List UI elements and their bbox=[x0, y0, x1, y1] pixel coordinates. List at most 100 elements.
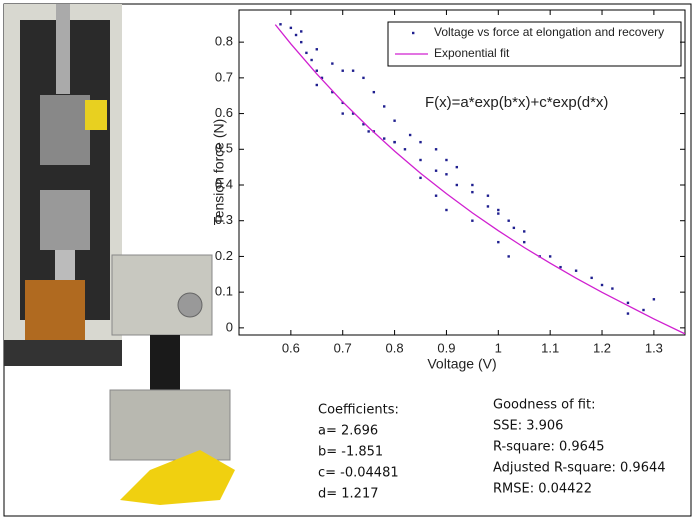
point bbox=[611, 287, 614, 290]
point bbox=[497, 212, 500, 215]
point bbox=[471, 183, 474, 187]
point bbox=[408, 133, 412, 137]
y-tick-label: 0.1 bbox=[215, 284, 233, 299]
point bbox=[315, 48, 318, 51]
point bbox=[393, 140, 396, 144]
point bbox=[289, 26, 293, 30]
x-axis-label: Voltage (V) bbox=[427, 356, 496, 372]
point bbox=[523, 230, 526, 233]
y-tick-label: 0.2 bbox=[215, 248, 233, 263]
fit-statistic: Adjusted R-square: 0.9644 bbox=[493, 461, 666, 476]
legend-swatch bbox=[412, 31, 415, 35]
point bbox=[445, 208, 448, 212]
x-tick-label: 1.2 bbox=[593, 340, 611, 355]
legend-label: Voltage vs force at elongation and recov… bbox=[434, 25, 664, 39]
x-tick-label: 1 bbox=[495, 340, 502, 355]
point bbox=[315, 69, 318, 72]
y-tick-label: 0.5 bbox=[215, 141, 233, 156]
y-axis-label: Tension force (N) bbox=[211, 119, 227, 226]
coefficient: d= 1.217 bbox=[318, 487, 379, 502]
point bbox=[486, 205, 490, 208]
legend-label: Exponential fit bbox=[434, 46, 510, 60]
point bbox=[600, 283, 604, 287]
point bbox=[434, 169, 438, 172]
point bbox=[341, 69, 344, 72]
y-tick-label: 0.6 bbox=[215, 105, 233, 120]
point bbox=[548, 255, 552, 258]
legend: Voltage vs force at elongation and recov… bbox=[387, 21, 682, 67]
point bbox=[341, 112, 344, 115]
point bbox=[331, 90, 334, 94]
y-tick-label: 0.7 bbox=[215, 69, 233, 84]
fit-statistic: SSE: 3.906 bbox=[493, 419, 563, 434]
point bbox=[315, 83, 318, 87]
y-tick-label: 0 bbox=[226, 319, 233, 334]
point bbox=[351, 69, 355, 72]
point bbox=[512, 226, 516, 230]
coefficient: b= -1.851 bbox=[318, 445, 383, 460]
x-tick-label: 0.7 bbox=[334, 340, 352, 355]
point bbox=[305, 51, 308, 55]
y-tick-label: 0.3 bbox=[215, 212, 233, 227]
point bbox=[300, 30, 303, 33]
point bbox=[455, 165, 459, 169]
point bbox=[372, 90, 376, 94]
point bbox=[574, 269, 578, 272]
point bbox=[279, 23, 282, 26]
point bbox=[393, 119, 396, 122]
point bbox=[362, 76, 365, 80]
point bbox=[455, 183, 459, 187]
point bbox=[486, 194, 490, 197]
point bbox=[652, 298, 656, 301]
point bbox=[626, 312, 630, 315]
point bbox=[331, 62, 334, 65]
point bbox=[445, 173, 448, 176]
point bbox=[590, 276, 593, 280]
x-tick-label: 0.9 bbox=[437, 340, 455, 355]
fit-statistic: RMSE: 0.04422 bbox=[493, 482, 592, 497]
photo-clamp bbox=[109, 254, 235, 505]
x-tick-label: 1.3 bbox=[645, 340, 663, 355]
goodness-title: Goodness of fit: bbox=[493, 398, 595, 413]
point bbox=[642, 308, 645, 312]
fit-statistic: R-square: 0.9645 bbox=[493, 440, 604, 455]
point bbox=[367, 130, 370, 133]
point bbox=[320, 76, 324, 80]
point bbox=[434, 194, 438, 197]
point bbox=[419, 158, 422, 162]
x-tick-label: 1.1 bbox=[541, 340, 559, 355]
photo-tensile-tester bbox=[4, 4, 122, 366]
point bbox=[351, 112, 355, 115]
point bbox=[434, 148, 438, 151]
coefficient: a= 2.696 bbox=[318, 424, 378, 439]
point bbox=[362, 123, 365, 126]
point bbox=[419, 176, 422, 180]
point bbox=[341, 101, 344, 105]
point bbox=[626, 301, 630, 305]
point bbox=[471, 219, 474, 222]
point bbox=[383, 137, 386, 140]
point bbox=[471, 190, 474, 194]
equation: F(x)=a*exp(b*x)+c*exp(d*x) bbox=[425, 94, 608, 111]
point bbox=[310, 58, 313, 62]
point bbox=[403, 148, 407, 151]
point bbox=[383, 105, 386, 108]
point bbox=[497, 240, 500, 244]
coefficients-title: Coefficients: bbox=[318, 403, 399, 418]
point bbox=[507, 255, 510, 258]
point bbox=[507, 219, 510, 222]
point bbox=[523, 240, 526, 244]
x-tick-label: 0.6 bbox=[282, 340, 300, 355]
y-tick-label: 0.8 bbox=[215, 34, 233, 49]
point bbox=[559, 265, 562, 269]
point bbox=[445, 158, 448, 162]
point bbox=[294, 33, 298, 37]
fit-line bbox=[274, 24, 685, 335]
point bbox=[300, 40, 303, 44]
coefficient: c= -0.04481 bbox=[318, 466, 399, 481]
x-tick-label: 0.8 bbox=[386, 340, 404, 355]
y-tick-label: 0.4 bbox=[215, 176, 233, 191]
point bbox=[419, 140, 422, 144]
